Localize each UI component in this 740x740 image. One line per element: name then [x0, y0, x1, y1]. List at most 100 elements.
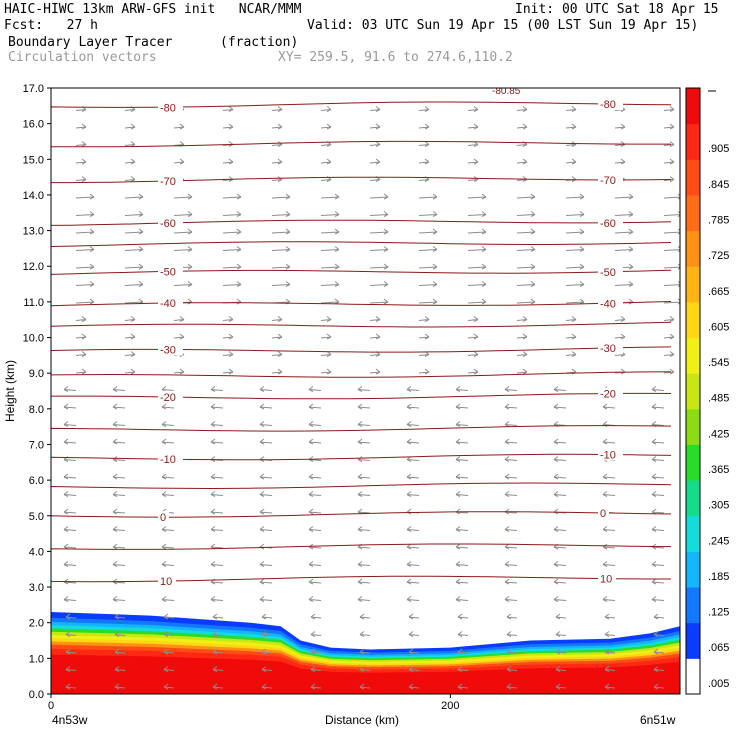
vector-arrowhead	[334, 246, 340, 252]
vector-arrowhead	[504, 578, 510, 585]
colorbar-label: .905	[708, 143, 729, 155]
vector-arrowhead	[277, 368, 283, 375]
vector-arrowhead	[112, 543, 118, 550]
vector-arrowhead	[326, 123, 332, 130]
vector-arrow	[271, 214, 291, 216]
vector-arrowhead	[81, 123, 87, 130]
vector-arrow	[663, 266, 680, 269]
vector-arrow	[602, 406, 616, 409]
vector-arrow	[222, 109, 234, 111]
vector-arrowhead	[259, 526, 265, 532]
vector-arrowhead	[259, 386, 265, 392]
vector-arrowhead	[308, 578, 314, 585]
vector-arrow	[259, 476, 273, 479]
vector-arrowhead	[63, 491, 69, 497]
vector-arrowhead	[130, 351, 136, 357]
vector-arrow	[418, 144, 430, 146]
vector-arrow	[212, 686, 224, 689]
vector-arrowhead	[326, 106, 332, 112]
vector-arrow	[161, 441, 175, 444]
vector-arrow	[565, 284, 585, 286]
y-tick-label: 5.0	[29, 511, 44, 523]
vector-arrow	[320, 319, 332, 321]
vector-arrow	[320, 126, 332, 129]
vector-arrowhead	[277, 333, 283, 340]
vector-arrowhead	[677, 263, 680, 270]
vector-arrowhead	[620, 333, 626, 340]
temperature-contour	[51, 543, 672, 550]
vector-arrowhead	[628, 246, 634, 252]
vector-arrowhead	[457, 683, 463, 690]
contour-label-bg	[598, 387, 623, 400]
vector-arrowhead	[375, 123, 381, 130]
vector-arrowhead	[285, 228, 291, 235]
vector-arrow	[565, 161, 577, 164]
vector-arrowhead	[326, 316, 332, 322]
vector-arrowhead	[277, 316, 283, 322]
vector-arrowhead	[651, 456, 657, 462]
vector-arrow	[457, 686, 469, 689]
vector-arrowhead	[277, 141, 283, 147]
vector-arrow	[418, 126, 430, 129]
vector-arrowhead	[620, 123, 626, 130]
vector-arrowhead	[357, 421, 363, 427]
colorbar-swatch	[686, 159, 700, 196]
vector-arrow	[63, 564, 77, 566]
vector-arrow	[357, 459, 371, 461]
vector-arrow	[210, 511, 224, 514]
vector-arrowhead	[579, 263, 585, 270]
vector-arrowhead	[602, 596, 608, 602]
vector-arrowhead	[261, 648, 267, 655]
vector-arrowhead	[179, 333, 185, 340]
vector-arrowhead	[277, 123, 283, 130]
vector-arrow	[467, 319, 479, 321]
vector-arrowhead	[63, 561, 69, 567]
vector-arrowhead	[481, 263, 487, 270]
y-tick-label: 4.0	[29, 546, 44, 558]
vector-arrow	[357, 441, 371, 444]
vector-arrowhead	[326, 351, 332, 357]
vector-arrow	[663, 144, 675, 146]
colorbar-label: .185	[708, 571, 729, 583]
vector-arrow	[369, 161, 381, 164]
vector-arrow	[173, 214, 193, 216]
vector-arrowhead	[628, 263, 634, 270]
vector-arrowhead	[259, 403, 265, 410]
vector-arrowhead	[130, 333, 136, 340]
vector-arrowhead	[553, 596, 559, 602]
vector-arrow	[271, 126, 283, 129]
vector-arrowhead	[357, 491, 363, 497]
vector-arrow	[357, 529, 371, 531]
vector-arrow	[124, 284, 144, 286]
vector-arrow	[357, 599, 371, 601]
vector-arrowhead	[473, 351, 479, 357]
vector-arrowhead	[130, 316, 136, 322]
vector-arrow	[112, 389, 126, 391]
vector-arrow	[163, 686, 175, 689]
vector-arrow	[63, 529, 77, 531]
vector-arrowhead	[179, 368, 185, 375]
vector-arrowhead	[114, 613, 120, 620]
vector-arrow	[504, 459, 518, 461]
vector-arrowhead	[130, 141, 136, 147]
vector-arrow	[222, 161, 234, 164]
vector-arrow	[75, 109, 87, 111]
vector-arrow	[320, 301, 340, 304]
contour-label: -30	[160, 344, 176, 356]
vector-arrowhead	[63, 526, 69, 532]
vector-arrowhead	[334, 298, 340, 305]
y-axis-label: Height (km)	[3, 360, 17, 422]
vector-arrowhead	[161, 526, 167, 532]
y-tick-label: 7.0	[29, 439, 44, 451]
contour-label: -80	[600, 99, 616, 111]
vector-arrowhead	[432, 193, 438, 200]
vector-arrowhead	[406, 596, 412, 602]
plot-frame	[50, 87, 681, 695]
vector-arrow	[357, 511, 371, 514]
contour-label-bg	[598, 342, 623, 355]
contour-label-bg	[158, 265, 183, 278]
vector-arrow	[467, 371, 479, 374]
vector-arrow	[369, 266, 389, 269]
vector-arrow	[467, 161, 479, 164]
